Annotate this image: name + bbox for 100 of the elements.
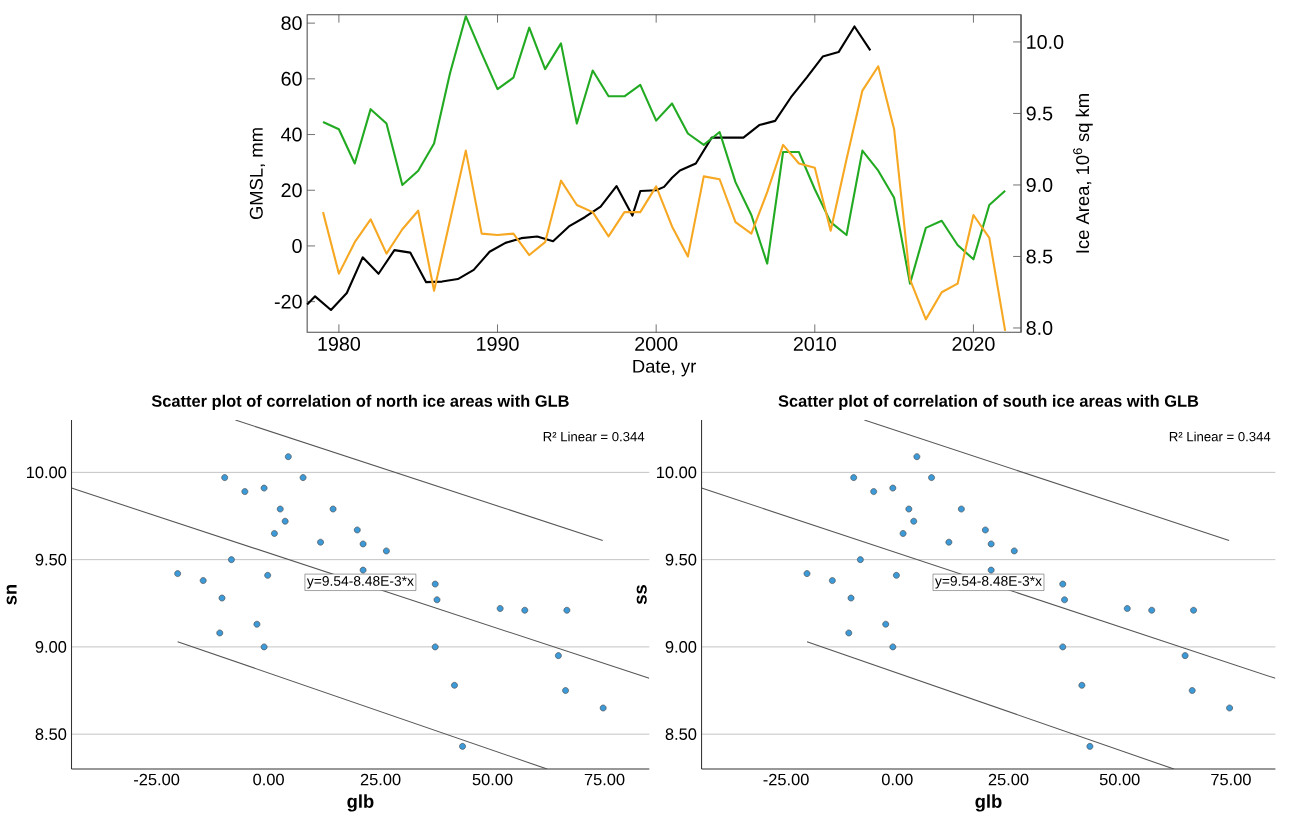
point (1123, 604, 1131, 612)
point (893, 571, 900, 579)
point (228, 556, 235, 563)
x-tick-label: 2010 (793, 336, 836, 351)
point (199, 577, 207, 584)
point (431, 580, 439, 588)
point (987, 566, 995, 574)
point (845, 629, 853, 637)
point (221, 474, 229, 481)
x-tick-label: 75.00 (1211, 773, 1251, 786)
y-tick-label: 10.00 (27, 466, 67, 478)
point (299, 474, 307, 481)
point (521, 606, 529, 614)
point (241, 488, 249, 495)
point (1181, 652, 1189, 659)
y-tick-label: 60 (281, 71, 302, 86)
y-axis-title: ss (636, 584, 647, 604)
point (431, 643, 439, 651)
point (281, 517, 289, 525)
y-tick-label: -20 (274, 294, 302, 309)
point (850, 474, 858, 481)
point (803, 570, 811, 577)
point (828, 577, 836, 584)
y-tick-label: 10.00 (657, 466, 697, 478)
point (359, 566, 367, 574)
point (174, 570, 182, 577)
y2-tick-label: 9.0 (1026, 177, 1053, 192)
point (317, 538, 324, 546)
y-tick-label: 20 (281, 183, 302, 197)
chart-title: Scatter plot of correlation of north ice areas with GLB (151, 394, 569, 410)
point (562, 686, 569, 694)
y-tick-label: 8.50 (35, 728, 67, 740)
point (563, 606, 571, 614)
x-tick-label: -25.00 (134, 773, 180, 786)
y-tick-label: 80 (281, 15, 302, 30)
x-tick-label: 2020 (952, 336, 995, 351)
point (905, 505, 913, 513)
y-axis-title: GMSL, mm (249, 128, 265, 219)
y-tick-label: 9.00 (665, 640, 697, 653)
point (1148, 606, 1156, 614)
y-tick-label: 9.50 (35, 553, 67, 566)
x-tick-label: 75.00 (584, 773, 625, 786)
point (276, 505, 284, 513)
point (1226, 704, 1233, 712)
point (253, 620, 261, 628)
y-tick-label: 8.50 (665, 728, 697, 740)
point (899, 529, 907, 537)
point (555, 652, 562, 659)
point (928, 474, 935, 481)
x-tick-label: 25.00 (360, 773, 401, 786)
annotation: R² Linear = 0.344 (1169, 431, 1271, 442)
point (1086, 742, 1094, 750)
point (271, 529, 278, 537)
point (1188, 686, 1196, 694)
y2-tick-label: 8.0 (1026, 320, 1053, 335)
point (889, 484, 897, 492)
y2-axis-title: Ice Area, 10$^{6}$ sq km (1073, 93, 1093, 253)
point (857, 556, 864, 563)
point (260, 643, 268, 651)
x-axis-title: Date, yr (633, 359, 696, 377)
point (882, 620, 890, 628)
point (1059, 580, 1067, 588)
line-series (321, 65, 1007, 332)
point (496, 604, 504, 612)
x-tick-label: 25.00 (988, 773, 1029, 786)
point (889, 643, 897, 651)
point (359, 540, 367, 548)
point (260, 484, 268, 492)
y-tick-label: 40 (281, 127, 302, 142)
y-tick-label: 0 (292, 238, 302, 253)
x-tick-label: 0.00 (881, 773, 913, 786)
point (353, 526, 361, 534)
point (451, 681, 458, 689)
point (218, 594, 226, 602)
point (1010, 547, 1018, 555)
point (329, 505, 337, 513)
x-tick-label: 50.00 (1099, 773, 1140, 786)
point (957, 505, 965, 513)
y2-tick-label: 8.5 (1026, 249, 1053, 264)
annotation: R² Linear = 0.344 (543, 431, 645, 442)
x-tick-label: 0.00 (253, 773, 284, 786)
annotation: y=9.54-8.48E-3*x (306, 575, 414, 589)
point (1059, 643, 1067, 651)
point (599, 704, 607, 712)
point (870, 488, 878, 495)
point (847, 594, 855, 602)
point (1190, 606, 1197, 614)
y2-tick-label: 10.0 (1027, 34, 1064, 49)
point (216, 629, 224, 637)
point (1078, 681, 1086, 689)
x-axis-title: glb (347, 794, 374, 812)
x-axis-title: glb (975, 794, 1002, 812)
point (1061, 596, 1068, 603)
point (264, 571, 272, 579)
x-tick-label: 50.00 (472, 773, 513, 786)
x-tick-label: 1990 (477, 336, 519, 351)
line-series (321, 14, 1007, 285)
y-tick-label: 9.00 (35, 640, 67, 653)
y-axis-title: sn (6, 584, 17, 605)
y2-tick-label: 9.5 (1026, 106, 1053, 121)
